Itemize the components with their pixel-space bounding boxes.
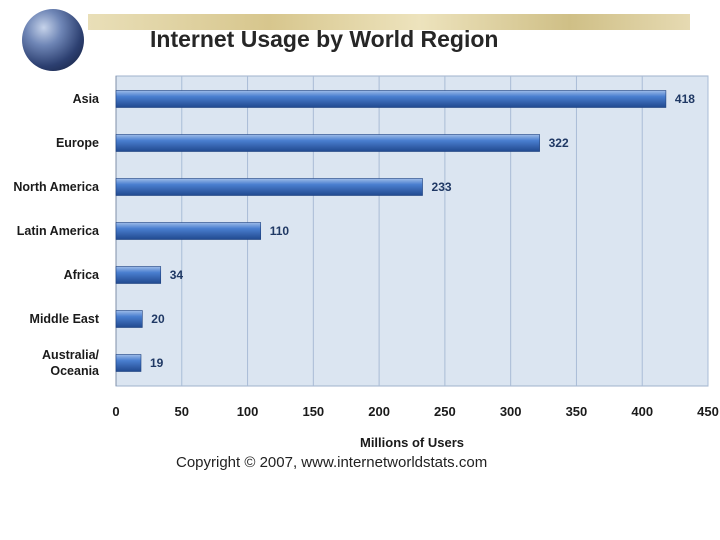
category-label: Europe <box>56 136 99 150</box>
bar <box>115 222 262 240</box>
category-label: Asia <box>73 92 100 106</box>
x-tick-label: 250 <box>434 404 456 419</box>
data-label: 110 <box>270 224 290 238</box>
bar <box>115 310 143 328</box>
category-labels: Asia Europe North America Latin America Afri… <box>13 92 100 378</box>
x-axis-label: Millions of Users <box>360 435 464 450</box>
chart-title: Internet Usage by World Region <box>150 26 499 52</box>
x-tick-label: 350 <box>566 404 588 419</box>
category-label: North America <box>13 180 100 194</box>
x-tick-label: 200 <box>368 404 390 419</box>
header-banner <box>88 14 690 30</box>
data-label: 418 <box>675 92 695 106</box>
bars: 418 322 233 110 34 20 19 <box>115 90 695 372</box>
copyright-text: Copyright © 2007, www.internetworldstats… <box>176 454 488 471</box>
x-tick-label: 400 <box>631 404 653 419</box>
category-label: Australia/Oceania <box>42 348 100 378</box>
category-label: Africa <box>64 268 100 282</box>
bar <box>115 178 423 196</box>
bar <box>115 134 540 152</box>
x-tick-label: 300 <box>500 404 522 419</box>
bar <box>115 90 667 108</box>
data-label: 19 <box>150 356 164 370</box>
data-label: 34 <box>170 268 184 282</box>
x-tick-labels: 0 50 100 150 200 250 300 350 400 450 <box>112 404 718 419</box>
x-tick-label: 150 <box>302 404 324 419</box>
x-tick-label: 450 <box>697 404 719 419</box>
bar <box>115 266 162 284</box>
data-label: 233 <box>432 180 452 194</box>
bar-chart: 418 322 233 110 34 20 19 Asia Europe North Ameri… <box>13 75 719 450</box>
category-label: Middle East <box>30 312 100 326</box>
data-label: 322 <box>549 136 569 150</box>
globe-icon <box>22 9 84 71</box>
bar <box>115 354 142 372</box>
x-tick-label: 100 <box>237 404 259 419</box>
x-tick-label: 0 <box>112 404 119 419</box>
data-label: 20 <box>151 312 165 326</box>
x-tick-label: 50 <box>175 404 189 419</box>
category-label: Latin America <box>17 224 100 238</box>
